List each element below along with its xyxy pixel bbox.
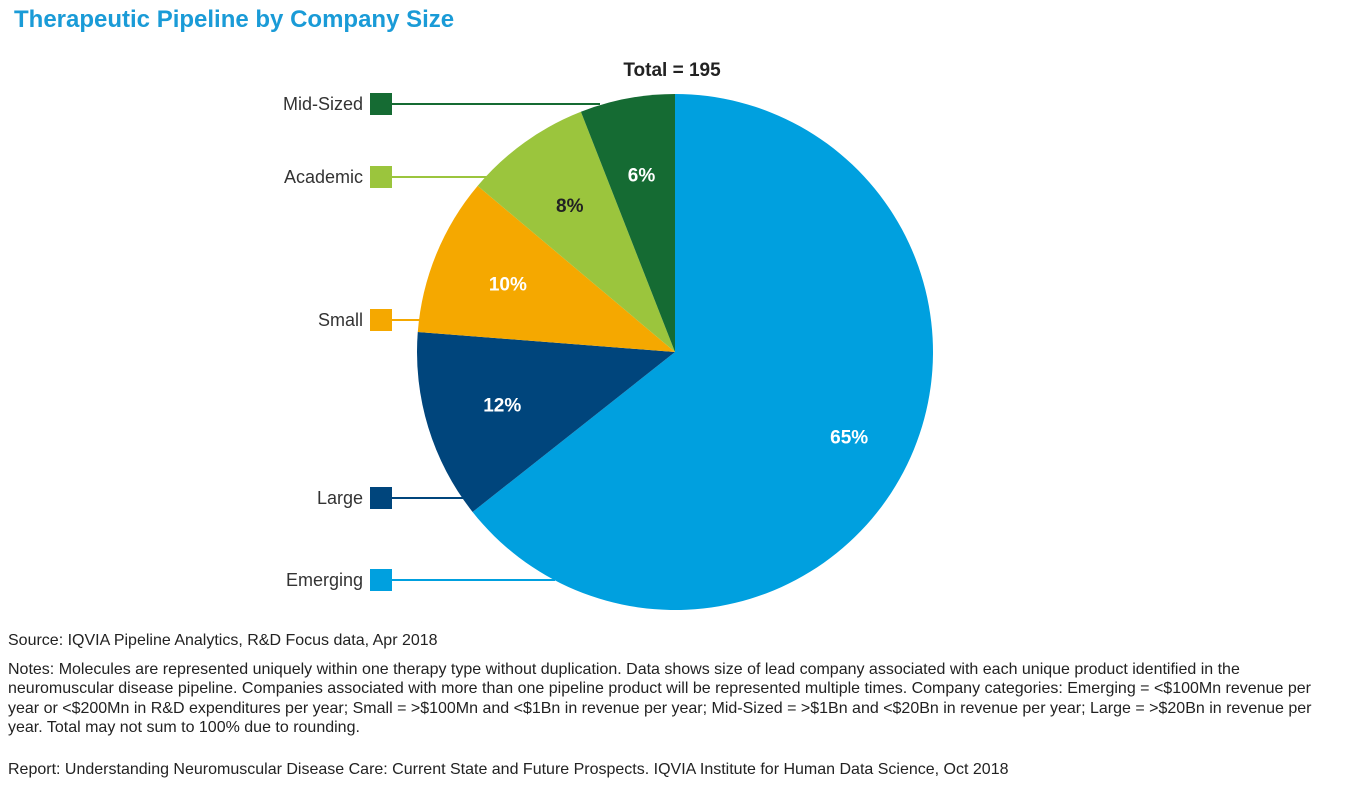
legend-label-academic: Academic xyxy=(284,167,363,187)
chart-title: Therapeutic Pipeline by Company Size xyxy=(14,6,455,33)
slice-labels: 65% 12% 10% 8% 6% xyxy=(483,166,868,449)
legend: Mid-Sized Academic Small Large Emerging xyxy=(283,93,600,591)
pie-chart: Total = 195 Mid-Sized Academic Small Large E… xyxy=(283,60,933,610)
pie-slice-academic xyxy=(477,111,675,352)
legend-swatch-emerging xyxy=(370,569,392,591)
pie-slice-mid-sized xyxy=(580,94,675,352)
report-reference: Report: Understanding Neuromuscular Dise… xyxy=(8,761,1009,778)
slice-label-academic: 8% xyxy=(556,196,584,217)
notes-text: Notes: Molecules are represented uniquel… xyxy=(8,661,1312,737)
legend-label-small: Small xyxy=(318,310,363,330)
pie-slice-emerging xyxy=(472,94,933,610)
source-note: Source: IQVIA Pipeline Analytics, R&D Fo… xyxy=(8,632,438,649)
legend-label-emerging: Emerging xyxy=(286,570,363,590)
slice-label-emerging: 65% xyxy=(830,427,868,448)
slice-label-small: 10% xyxy=(489,275,527,296)
total-label: Total = 195 xyxy=(623,60,721,81)
legend-label-mid-sized: Mid-Sized xyxy=(283,94,363,114)
legend-swatch-small xyxy=(370,309,392,331)
pie-slice-large xyxy=(417,331,675,512)
pie-slice-small xyxy=(417,185,675,352)
slice-label-large: 12% xyxy=(483,396,521,417)
pie-slices xyxy=(417,94,933,610)
legend-label-large: Large xyxy=(317,488,363,508)
slice-label-mid-sized: 6% xyxy=(628,166,656,187)
legend-swatch-large xyxy=(370,487,392,509)
legend-swatch-academic xyxy=(370,166,392,188)
legend-swatch-mid-sized xyxy=(370,93,392,115)
